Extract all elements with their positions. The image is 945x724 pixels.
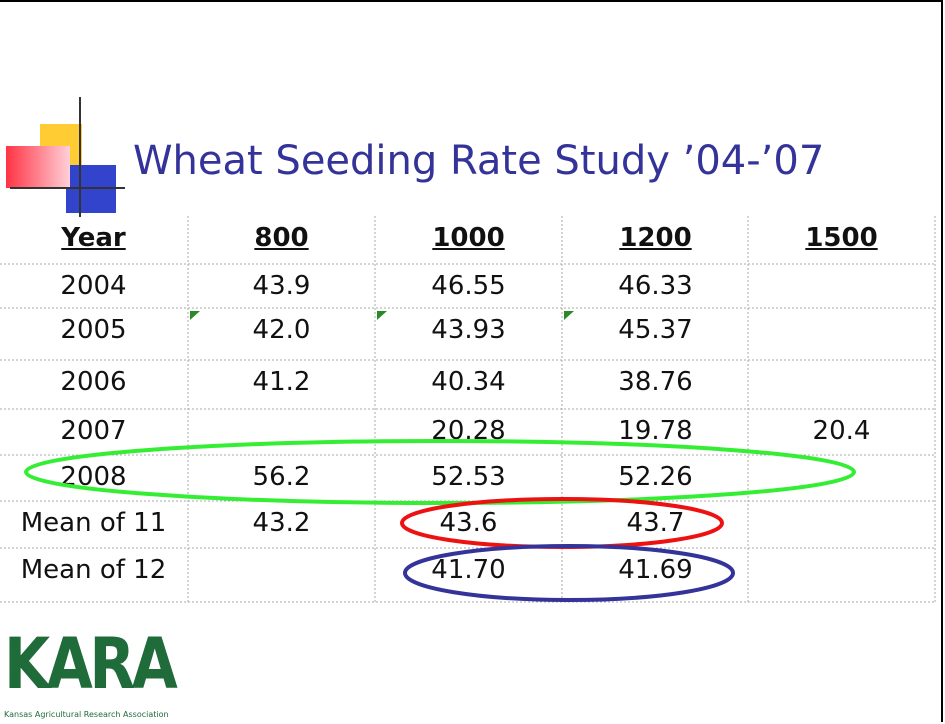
comment-marker (377, 311, 387, 320)
row-label: 2004 (60, 271, 127, 301)
red-rect (6, 146, 70, 188)
table-cell: 41.70 (431, 555, 506, 585)
table-cell: 43.6 (439, 508, 498, 538)
row-label: 2005 (60, 315, 127, 345)
column-header: 1200 (619, 223, 692, 253)
row-label: 2006 (60, 367, 127, 397)
logo: KARA (4, 623, 178, 705)
table-cell: 43.2 (252, 508, 311, 538)
row-label: 2008 (60, 462, 127, 492)
table-cell: 38.76 (618, 367, 693, 397)
column-header: 1000 (432, 223, 505, 253)
column-header: Year (61, 223, 126, 253)
row-label: 2007 (60, 416, 127, 446)
table-cell: 41.69 (618, 555, 693, 585)
comment-marker (564, 311, 574, 320)
table-cell: 40.34 (431, 367, 506, 397)
table-cell: 45.37 (618, 315, 693, 345)
table-cell: 43.7 (626, 508, 685, 538)
table-cell: 43.93 (431, 315, 506, 345)
table-cell: 20.28 (431, 416, 506, 446)
table-cell: 52.53 (431, 462, 506, 492)
column-header: 1500 (805, 223, 878, 253)
table-cell: 56.2 (252, 462, 311, 492)
table-cell: 19.78 (618, 416, 693, 446)
table-cell: 20.4 (812, 416, 871, 446)
table-cell: 52.26 (618, 462, 693, 492)
table-cell: 43.9 (252, 271, 311, 301)
table-cell: 41.2 (252, 367, 311, 397)
comment-marker (190, 311, 200, 320)
logo-caption: Kansas Agricultural Research Association (4, 710, 169, 719)
table-cell: 46.33 (618, 271, 693, 301)
table-cell: 46.55 (431, 271, 506, 301)
row-label: Mean of 11 (20, 508, 167, 538)
row-label: Mean of 12 (20, 555, 167, 585)
column-header: 800 (254, 223, 309, 253)
table-cell: 42.0 (252, 315, 311, 345)
slide-title: Wheat Seeding Rate Study ’04-’07 (133, 138, 825, 184)
